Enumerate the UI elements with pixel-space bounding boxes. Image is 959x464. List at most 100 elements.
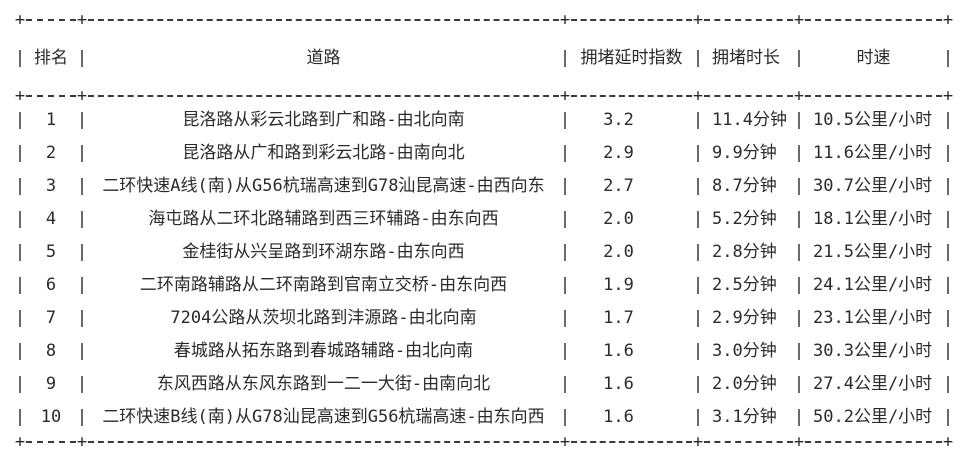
junction-glyph: + (76, 85, 88, 106)
pipe-glyph: | (76, 407, 88, 427)
cell-congestion-duration: 2.0分钟 (712, 374, 777, 394)
pipe-glyph: | (942, 209, 954, 229)
cell-road: 二环快速B线(南)从G78汕昆高速到G56杭瑞高速-由东向西 (102, 407, 545, 427)
pipe-glyph: | (793, 242, 805, 262)
pipe-glyph: | (559, 176, 571, 196)
pipe-glyph: | (942, 47, 954, 68)
pipe-glyph: | (559, 209, 571, 229)
cell-speed: 18.1公里/小时 (813, 209, 933, 229)
dashed-line (571, 19, 692, 21)
cell-congestion-index: 2.0 (603, 242, 634, 262)
header-cell-speed: | 时速 (793, 28, 942, 88)
header-label-congestion-duration: 拥堵时长 (712, 47, 780, 68)
pipe-glyph: | (559, 275, 571, 295)
pipe-glyph: | (14, 143, 26, 163)
cell-road: 金桂街从兴呈路到环湖东路-由东向西 (182, 242, 465, 262)
cell-road: 二环快速A线(南)从G56杭瑞高速到G78汕昆高速-由西向东 (102, 176, 545, 196)
pipe-glyph: | (942, 374, 954, 394)
junction-glyph: + (942, 431, 954, 452)
table-row: | 8 | 春城路从拓东路到春城路辅路-由北向南 | 1.6 | 3.0分钟 |… (14, 335, 954, 368)
pipe-glyph: | (692, 143, 704, 163)
dashed-line (805, 19, 942, 21)
cell-congestion-duration: 2.8分钟 (712, 242, 777, 262)
cell-road: 7204公路从茨坝北路到沣源路-由北向南 (170, 308, 477, 328)
header-label-speed: 时速 (856, 47, 891, 68)
pipe-glyph: | (692, 374, 704, 394)
pipe-glyph: | (692, 275, 704, 295)
dashed-line (704, 441, 793, 443)
pipe-glyph: | (76, 308, 88, 328)
cell-congestion-duration: 8.7分钟 (712, 176, 777, 196)
pipe-glyph: | (76, 110, 88, 130)
pipe-glyph: | (14, 47, 26, 68)
pipe-glyph: | (76, 143, 88, 163)
junction-glyph: + (793, 431, 805, 452)
cell-road: 昆洛路从广和路到彩云北路-由南向北 (182, 143, 465, 163)
junction-glyph: + (76, 9, 88, 30)
pipe-glyph: | (942, 242, 954, 262)
header-cell-road: | 道路 (76, 28, 559, 88)
pipe-glyph: | (793, 209, 805, 229)
cell-speed: 27.4公里/小时 (813, 374, 933, 394)
dashed-line (704, 95, 793, 97)
cell-speed: 21.5公里/小时 (813, 242, 933, 262)
cell-rank: 1 (45, 110, 57, 130)
junction-glyph: + (692, 9, 704, 30)
cell-rank: 6 (45, 275, 57, 295)
junction-glyph: + (942, 9, 954, 30)
pipe-glyph: | (942, 143, 954, 163)
table-row: | 4 | 海屯路从二环北路辅路到西三环辅路-由东向西 | 2.0 | 5.2分… (14, 203, 954, 236)
cell-speed: 10.5公里/小时 (813, 110, 933, 130)
cell-road: 海屯路从二环北路辅路到西三环辅路-由东向西 (148, 209, 499, 229)
junction-glyph: + (793, 85, 805, 106)
pipe-glyph: | (692, 47, 704, 68)
table-row: | 5 | 金桂街从兴呈路到环湖东路-由东向西 | 2.0 | 2.8分钟 | … (14, 236, 954, 269)
header-label-congestion-index: 拥堵延时指数 (580, 47, 683, 68)
cell-congestion-index: 1.7 (603, 308, 634, 328)
cell-rank: 8 (45, 341, 57, 361)
cell-road: 昆洛路从彩云北路到广和路-由北向南 (182, 110, 465, 130)
pipe-glyph: | (793, 407, 805, 427)
pipe-glyph: | (692, 407, 704, 427)
cell-congestion-duration: 3.0分钟 (712, 341, 777, 361)
cell-speed: 30.3公里/小时 (813, 341, 933, 361)
cell-speed: 30.7公里/小时 (813, 176, 933, 196)
cell-road: 东风西路从东风东路到一二一大街-由南向北 (156, 374, 491, 394)
dashed-line (704, 19, 793, 21)
table-row: | 6 | 二环南路辅路从二环南路到官南立交桥-由东向西 | 1.9 | 2.5… (14, 269, 954, 302)
junction-glyph: + (692, 85, 704, 106)
cell-congestion-index: 1.6 (603, 407, 634, 427)
cell-speed: 24.1公里/小时 (813, 275, 933, 295)
table-row: | 1 | 昆洛路从彩云北路到广和路-由北向南 | 3.2 | 11.4分钟 |… (14, 104, 954, 137)
dashed-line (88, 19, 559, 21)
cell-congestion-index: 2.0 (603, 209, 634, 229)
pipe-glyph: | (559, 308, 571, 328)
pipe-glyph: | (559, 341, 571, 361)
junction-glyph: + (793, 9, 805, 30)
dashed-line (26, 95, 76, 97)
cell-congestion-duration: 2.5分钟 (712, 275, 777, 295)
pipe-glyph: | (76, 341, 88, 361)
pipe-glyph: | (692, 308, 704, 328)
table-header-row: | 排名 | 道路 | 拥堵延时指数 | 拥堵时长 | 时速 | (14, 28, 954, 88)
pipe-glyph: | (76, 275, 88, 295)
table-row: | 10 | 二环快速B线(南)从G78汕昆高速到G56杭瑞高速-由东向西 | … (14, 401, 954, 434)
pipe-glyph: | (559, 407, 571, 427)
pipe-glyph: | (942, 110, 954, 130)
cell-rank: 5 (45, 242, 57, 262)
cell-congestion-duration: 5.2分钟 (712, 209, 777, 229)
cell-congestion-index: 1.6 (603, 341, 634, 361)
pipe-glyph: | (14, 374, 26, 394)
cell-rank: 9 (45, 374, 57, 394)
junction-glyph: + (559, 85, 571, 106)
cell-congestion-duration: 3.1分钟 (712, 407, 777, 427)
dashed-line (26, 441, 76, 443)
pipe-glyph: | (14, 308, 26, 328)
cell-congestion-index: 3.2 (603, 110, 634, 130)
dashed-line (88, 95, 559, 97)
dashed-line (805, 95, 942, 97)
header-cell-rank: | 排名 (14, 28, 76, 88)
cell-speed: 23.1公里/小时 (813, 308, 933, 328)
cell-rank: 4 (45, 209, 57, 229)
pipe-glyph: | (942, 341, 954, 361)
